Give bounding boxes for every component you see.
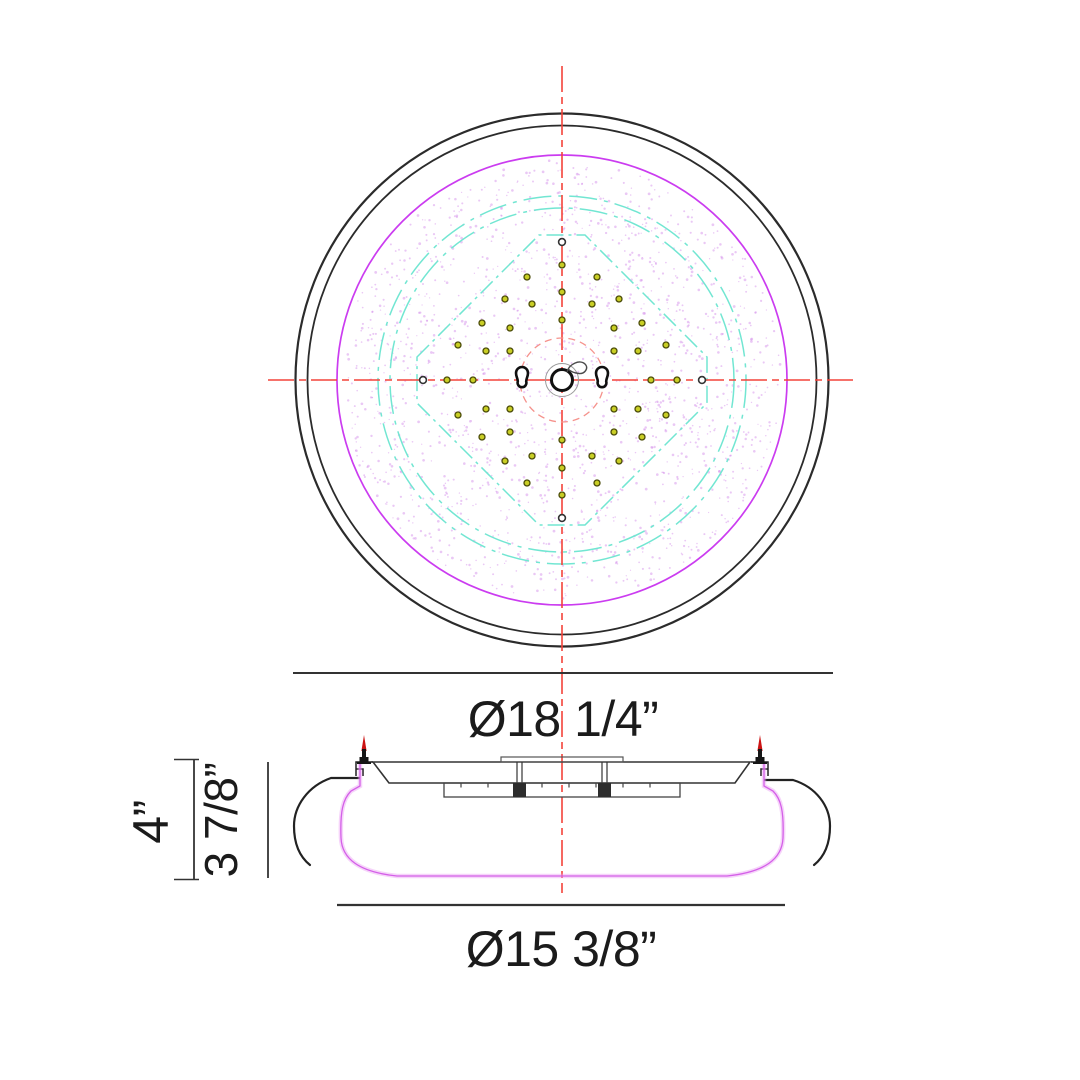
keyhole-mounting-slot — [514, 365, 530, 389]
dimension-bottom-diameter: Ø15 3/8” — [465, 921, 657, 977]
wire-hook — [566, 361, 588, 375]
dimension-body-height: 3 7/8” — [195, 762, 247, 878]
dimension-lines — [174, 672, 833, 907]
keyhole-mounting-slot — [594, 365, 610, 389]
driver-box — [443, 782, 681, 798]
mounting-plate — [500, 756, 624, 763]
mounting-screw — [357, 735, 371, 764]
mounting-screw — [753, 735, 767, 764]
dimension-overall-height: 4” — [123, 800, 179, 844]
led-dot-array — [418, 237, 707, 523]
post-nut — [513, 783, 526, 797]
mounting-detail — [514, 361, 610, 397]
glass-edge-left — [292, 776, 361, 867]
center-wire-hole — [550, 368, 574, 392]
side-profile — [292, 735, 832, 879]
mounting-pan — [371, 761, 752, 784]
post-nut — [598, 783, 611, 797]
dimension-top-diameter: Ø18 1/4” — [467, 691, 659, 747]
glass-edge-right — [763, 778, 832, 867]
glass-stipple-texture — [346, 159, 782, 600]
